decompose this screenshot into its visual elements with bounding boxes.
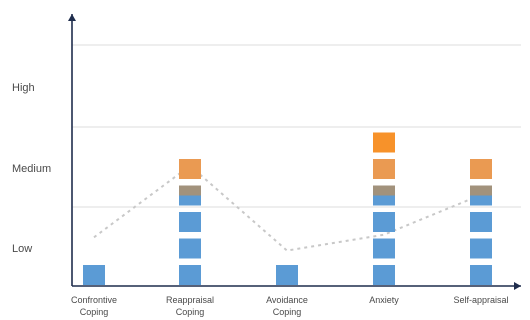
box-0-0: [83, 265, 105, 285]
x-axis-labels: Confrontive Coping Reappraisal Coping Avoida…: [71, 295, 509, 317]
x-label-3: Anxiety: [369, 295, 399, 305]
box-1-3: [179, 185, 201, 206]
x-label-4: Self-appraisal: [453, 295, 508, 305]
box-1-1: [179, 238, 201, 259]
y-axis-labels: Low Medium High: [12, 82, 51, 255]
y-label-medium: Medium: [12, 163, 51, 175]
box-3-2: [373, 212, 395, 232]
box-4-0: [470, 265, 492, 285]
box-3-3: [373, 185, 395, 206]
trend-line: [93, 164, 482, 252]
box-1-2: [179, 212, 201, 232]
grid-lines: [72, 44, 521, 208]
box-3-0: [373, 265, 395, 285]
box-3-1: [373, 238, 395, 259]
x-label-0: Confrontive Coping: [71, 295, 117, 317]
box-1-0: [179, 265, 201, 285]
box-2-0: [276, 265, 298, 285]
x-label-2: Avoidance Coping: [266, 295, 308, 317]
y-label-high: High: [12, 82, 35, 94]
y-axis-arrow: [68, 14, 76, 21]
box-1-4: [179, 159, 201, 179]
x-axis-arrow: [514, 282, 521, 290]
box-4-3: [470, 185, 492, 206]
bar-stacks: [83, 132, 492, 285]
box-4-1: [470, 238, 492, 259]
box-4-4: [470, 159, 492, 179]
box-4-2: [470, 212, 492, 232]
y-label-low: Low: [12, 243, 32, 255]
x-label-1: Reappraisal Coping: [166, 295, 214, 317]
axes: [68, 14, 521, 290]
box-3-4: [373, 159, 395, 179]
box-3-5: [373, 132, 395, 153]
